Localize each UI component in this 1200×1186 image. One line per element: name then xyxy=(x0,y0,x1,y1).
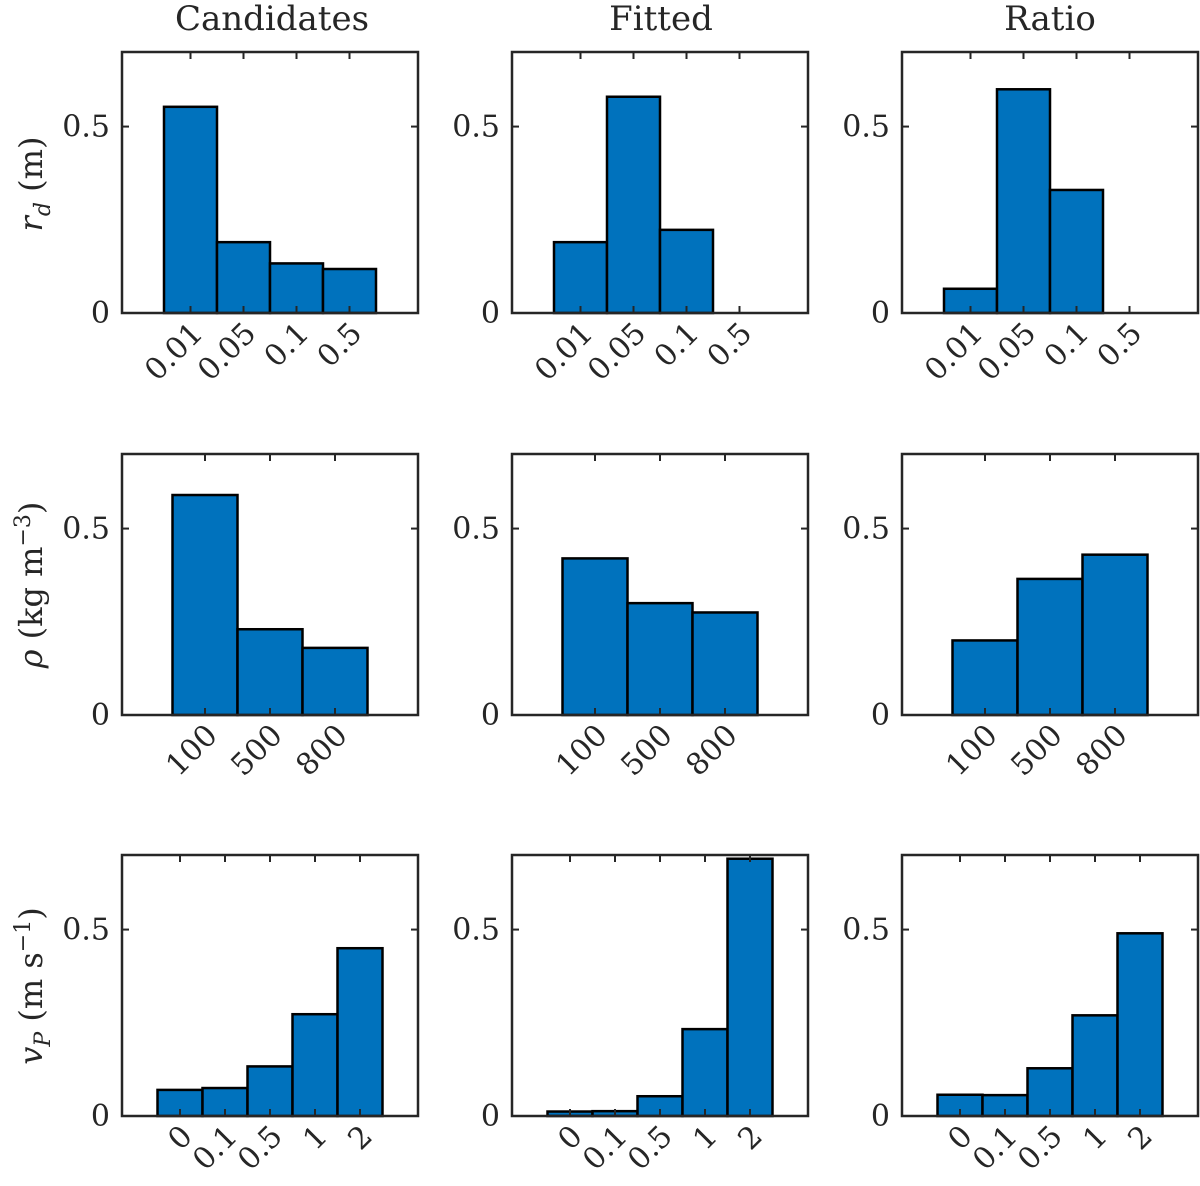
y-tick-label: 0 xyxy=(481,296,500,331)
y-tick-label: 0.5 xyxy=(62,110,110,145)
x-tick-label-2: 2 xyxy=(341,1119,379,1157)
y-tick-label: 0 xyxy=(871,296,890,331)
x-tick-label-0p5: 0.5 xyxy=(701,316,759,374)
y-tick-label: 0.5 xyxy=(452,512,500,547)
x-tick-label-500: 500 xyxy=(224,718,289,783)
panel-r2-c2: 0 0.5 100 500 800 xyxy=(452,452,810,783)
panel-r3-c3: 00.500.10.5 1 2 xyxy=(842,853,1200,1177)
x-tick-label-100: 100 xyxy=(159,718,224,783)
x-tick-label-2: 2 xyxy=(731,1119,769,1157)
x-tick-label-800: 800 xyxy=(289,718,354,783)
x-tick-label-0p01: 0.01 xyxy=(918,316,990,388)
y-tick-label: 0.5 xyxy=(842,512,890,547)
y-tick-label: 0.5 xyxy=(62,913,110,948)
bar-2 xyxy=(1116,932,1164,1118)
bar-0p5 xyxy=(1026,1067,1074,1118)
x-tick-label-0p05: 0.05 xyxy=(581,316,653,388)
column-titles: Candidates Fitted Ratio xyxy=(175,0,1096,39)
bar-0p05 xyxy=(605,95,662,315)
axes-box xyxy=(120,50,420,315)
bar-0p05 xyxy=(995,88,1052,315)
bar-800 xyxy=(301,646,369,717)
bar-0p1 xyxy=(658,228,715,315)
x-tick-label-1: 1 xyxy=(686,1119,724,1157)
x-tick-label-500: 500 xyxy=(1004,718,1069,783)
bar-800 xyxy=(1081,553,1149,717)
panel-r2-c3: 0 0.5 100 500 800 xyxy=(842,452,1200,783)
bar-500 xyxy=(1016,577,1084,717)
column-title-candidates: Candidates xyxy=(175,0,369,39)
bar-0p05 xyxy=(215,240,272,315)
bar-2 xyxy=(726,857,774,1118)
x-tick-label-0p05: 0.05 xyxy=(971,316,1043,388)
bar-0p1 xyxy=(268,262,325,315)
bar-100 xyxy=(951,639,1019,717)
bar-0p5 xyxy=(246,1065,294,1118)
panels: 00.50.010.050.10.500.50.010.050.10.500.5… xyxy=(62,50,1200,1177)
axes-box xyxy=(900,50,1200,315)
y-tick-label: 0 xyxy=(871,1099,890,1134)
x-tick-label-800: 800 xyxy=(679,718,744,783)
y-tick-label: 0.5 xyxy=(842,110,890,145)
bar-500 xyxy=(236,627,304,717)
x-tick-label-0p5: 0.5 xyxy=(311,316,369,374)
row-labels: rd (m) ρ (kg m−3) vP (m s−1) xyxy=(11,137,56,1065)
x-tick-label-0p5: 0.5 xyxy=(1011,1119,1069,1177)
bar-1 xyxy=(681,1027,729,1118)
column-title-fitted: Fitted xyxy=(609,0,713,39)
panel-r1-c3: 00.50.010.050.10.5 xyxy=(842,50,1200,388)
bar-100 xyxy=(561,557,629,717)
x-tick-label-100: 100 xyxy=(939,718,1004,783)
x-tick-label-500: 500 xyxy=(614,718,679,783)
x-tick-label-100: 100 xyxy=(549,718,614,783)
panel-r1-c1: 00.50.010.050.10.5 xyxy=(62,50,420,388)
x-tick-label-0p01: 0.01 xyxy=(528,316,600,388)
bar-0p1 xyxy=(1048,188,1105,315)
y-tick-label: 0 xyxy=(871,698,890,733)
y-tick-label: 0.5 xyxy=(842,913,890,948)
x-tick-label-0p1: 0.1 xyxy=(1038,316,1096,374)
x-tick-label-1: 1 xyxy=(1076,1119,1114,1157)
axes-box xyxy=(510,50,810,315)
x-tick-label-0p5: 0.5 xyxy=(1091,316,1149,374)
x-tick-label-0p5: 0.5 xyxy=(231,1119,289,1177)
y-tick-label: 0 xyxy=(481,1099,500,1134)
y-tick-label: 0 xyxy=(91,296,110,331)
y-tick-label: 0 xyxy=(91,698,110,733)
panel-r2-c1: 0 0.5 100 500 800 xyxy=(62,452,420,783)
bar-0p01 xyxy=(162,105,219,315)
column-title-ratio: Ratio xyxy=(1004,0,1096,39)
x-tick-label-0p1: 0.1 xyxy=(258,316,316,374)
row-label-velocity: vP (m s−1) xyxy=(11,907,56,1064)
x-tick-label-2: 2 xyxy=(1121,1119,1159,1157)
panel-r3-c1: 00.500.10.5 1 2 xyxy=(62,853,420,1177)
y-tick-label: 0.5 xyxy=(452,110,500,145)
panel-r3-c2: 00.500.10.5 1 2 xyxy=(452,853,810,1177)
bar-1 xyxy=(291,1012,339,1118)
x-tick-label-0p01: 0.01 xyxy=(138,316,210,388)
row-label-radius: rd (m) xyxy=(12,137,56,232)
bar-100 xyxy=(171,493,239,717)
bar-0p01 xyxy=(552,240,609,315)
row-label-density: ρ (kg m−3) xyxy=(11,502,50,670)
x-tick-label-0p05: 0.05 xyxy=(191,316,263,388)
bar-1 xyxy=(1071,1014,1119,1118)
panel-r1-c2: 00.50.010.050.10.5 xyxy=(452,50,810,388)
y-tick-label: 0.5 xyxy=(452,913,500,948)
y-tick-label: 0.5 xyxy=(62,512,110,547)
x-tick-label-0p5: 0.5 xyxy=(621,1119,679,1177)
bar-800 xyxy=(691,611,759,717)
y-tick-label: 0 xyxy=(91,1099,110,1134)
x-tick-label-0p1: 0.1 xyxy=(648,316,706,374)
bar-500 xyxy=(626,601,694,717)
y-tick-label: 0 xyxy=(481,698,500,733)
x-tick-label-800: 800 xyxy=(1069,718,1134,783)
x-tick-label-1: 1 xyxy=(296,1119,334,1157)
bar-2 xyxy=(336,946,384,1118)
